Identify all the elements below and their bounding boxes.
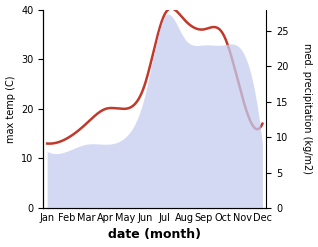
Y-axis label: max temp (C): max temp (C): [5, 75, 16, 143]
Y-axis label: med. precipitation (kg/m2): med. precipitation (kg/m2): [302, 43, 313, 174]
X-axis label: date (month): date (month): [108, 228, 201, 242]
